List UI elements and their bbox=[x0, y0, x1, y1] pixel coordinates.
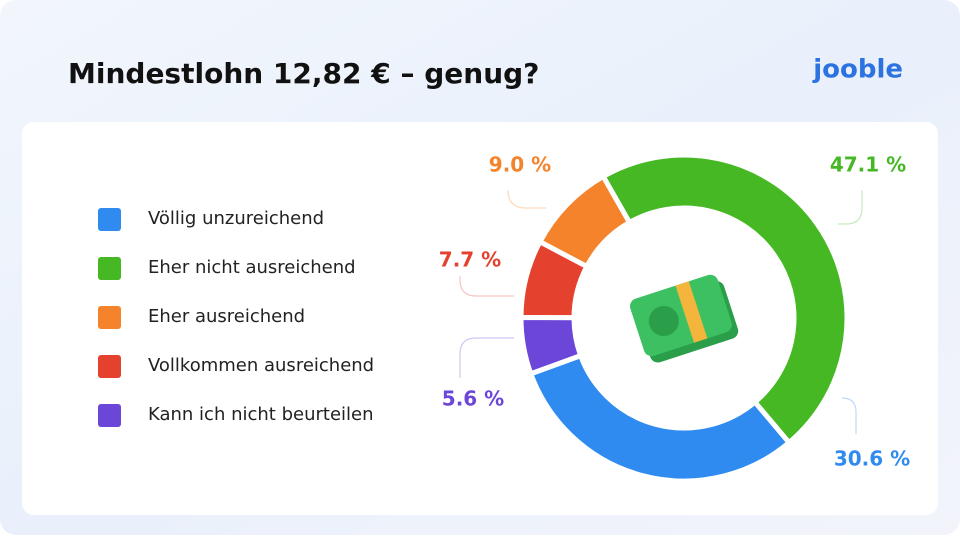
value-label: 9.0 % bbox=[489, 153, 551, 177]
donut-segment bbox=[518, 315, 584, 377]
leader-line bbox=[841, 397, 857, 434]
legend-swatch bbox=[98, 257, 121, 280]
value-label: 30.6 % bbox=[834, 447, 910, 471]
value-label: 5.6 % bbox=[442, 387, 504, 411]
value-label: 7.7 % bbox=[439, 248, 501, 272]
brand-logo: jooble bbox=[812, 55, 903, 85]
donut-segment bbox=[527, 352, 793, 484]
donut-segment bbox=[518, 238, 591, 321]
legend-swatch bbox=[98, 355, 121, 378]
card bbox=[22, 122, 938, 515]
leader-line bbox=[838, 190, 863, 225]
chart-title: Mindestlohn 12,82 € – genug? bbox=[68, 57, 539, 90]
leader-line bbox=[459, 276, 514, 297]
legend-label: Völlig unzureichend bbox=[148, 208, 324, 229]
legend-label: Eher nicht ausreichend bbox=[148, 257, 356, 278]
money-icon bbox=[630, 274, 739, 363]
donut-segment bbox=[599, 152, 850, 447]
leader-line bbox=[507, 189, 546, 209]
legend-label: Kann ich nicht beurteilen bbox=[148, 404, 374, 425]
legend-swatch bbox=[98, 306, 121, 329]
legend-label: Vollkommen ausreichend bbox=[148, 355, 374, 376]
legend-swatch bbox=[98, 208, 121, 231]
donut-segment bbox=[536, 173, 633, 270]
leader-line bbox=[459, 337, 514, 378]
legend-label: Eher ausreichend bbox=[148, 306, 305, 327]
legend-swatch bbox=[98, 404, 121, 427]
value-label: 47.1 % bbox=[830, 153, 906, 177]
